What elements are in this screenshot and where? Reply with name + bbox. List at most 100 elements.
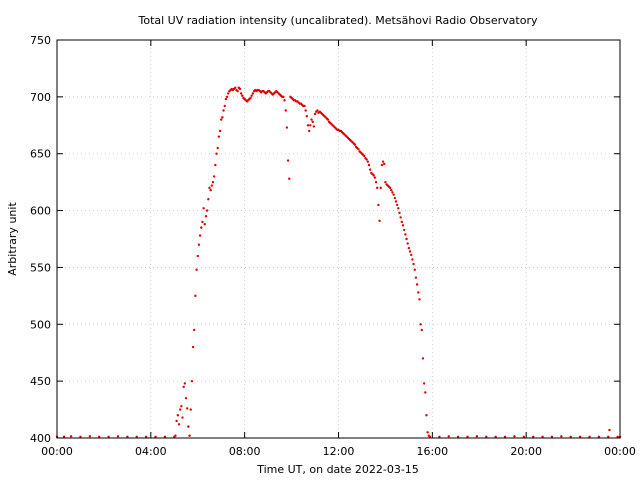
data-point: [425, 414, 428, 417]
data-point: [388, 186, 392, 190]
data-point: [357, 147, 360, 151]
data-point: [210, 184, 214, 187]
data-point: [306, 124, 310, 127]
x-tick-label: 00:00: [604, 445, 636, 458]
data-point: [307, 129, 311, 133]
data-point: [374, 180, 378, 184]
y-tick-label: 450: [30, 375, 51, 388]
data-point: [239, 92, 243, 95]
data-point: [376, 186, 379, 190]
data-point: [221, 116, 224, 119]
data-point: [116, 435, 120, 438]
data-point: [204, 215, 208, 218]
data-point: [401, 224, 405, 227]
data-point: [180, 404, 183, 408]
data-point: [391, 191, 394, 194]
data-point: [414, 276, 418, 279]
data-point: [383, 162, 386, 166]
x-tick-label: 00:00: [41, 445, 73, 458]
data-point: [236, 89, 239, 93]
data-point: [494, 435, 497, 439]
data-point: [250, 94, 253, 97]
data-point: [395, 203, 399, 207]
data-point: [193, 328, 196, 332]
data-point: [98, 435, 101, 439]
data-point: [216, 146, 219, 150]
data-point: [404, 233, 407, 236]
data-point: [412, 262, 415, 266]
data-point: [215, 152, 218, 155]
data-point: [411, 258, 414, 261]
data-point: [428, 435, 432, 439]
y-tick-label: 650: [30, 148, 51, 161]
data-point: [399, 216, 402, 219]
data-point: [588, 435, 591, 439]
data-point: [282, 95, 285, 99]
data-point: [154, 435, 157, 439]
data-point: [238, 87, 242, 91]
data-points: [55, 86, 622, 439]
data-point: [522, 435, 526, 439]
x-tick-label: 12:00: [323, 445, 355, 458]
data-point: [195, 268, 198, 271]
data-point: [88, 435, 92, 438]
data-point: [393, 196, 396, 200]
data-point: [402, 228, 406, 232]
data-point: [188, 434, 191, 437]
data-point: [191, 345, 195, 349]
data-point: [174, 434, 177, 437]
data-point: [309, 124, 312, 127]
data-point: [222, 109, 225, 112]
data-point: [251, 92, 255, 95]
axis-ticks: 400 450 500 550 600 650 700 750 00:00 04:00 08:00 1…: [30, 34, 636, 458]
data-point: [69, 435, 73, 438]
grid: [57, 40, 620, 438]
data-point: [177, 423, 181, 426]
data-point: [313, 112, 317, 116]
data-point: [208, 186, 211, 190]
data-point: [378, 219, 381, 223]
data-point: [541, 435, 544, 439]
data-point: [197, 243, 201, 246]
data-point: [394, 200, 398, 203]
data-point: [175, 419, 178, 423]
data-point: [419, 323, 422, 326]
data-point: [421, 357, 425, 360]
data-point: [311, 120, 314, 124]
data-point: [365, 158, 368, 161]
data-point: [366, 160, 370, 163]
data-point: [223, 104, 226, 108]
data-point: [202, 207, 205, 210]
y-axis-label: Arbitrary unit: [6, 202, 19, 276]
data-point: [532, 435, 535, 439]
data-point: [368, 168, 372, 171]
data-point: [578, 435, 582, 439]
data-point: [209, 188, 212, 192]
x-axis-label: Time UT, on date 2022-03-15: [256, 463, 419, 476]
data-point: [608, 428, 611, 432]
data-point: [597, 435, 601, 439]
data-point: [407, 246, 411, 250]
x-tick-label: 16:00: [416, 445, 448, 458]
data-point: [363, 154, 366, 158]
data-point: [225, 95, 229, 99]
data-point: [211, 180, 215, 184]
data-point: [372, 174, 375, 177]
data-point: [200, 226, 203, 229]
data-point: [397, 207, 400, 210]
data-point: [503, 435, 507, 439]
data-point: [214, 163, 217, 167]
data-point: [466, 435, 469, 439]
data-point: [426, 431, 429, 434]
data-point: [310, 118, 313, 121]
data-point: [367, 163, 371, 167]
data-point: [420, 328, 423, 332]
data-point: [616, 435, 619, 439]
data-point: [288, 177, 291, 180]
data-point: [286, 159, 290, 162]
data-point: [217, 135, 221, 138]
chart-title: Total UV radiation intensity (uncalibrat…: [138, 14, 538, 27]
data-point: [201, 220, 204, 224]
data-point: [203, 223, 206, 226]
